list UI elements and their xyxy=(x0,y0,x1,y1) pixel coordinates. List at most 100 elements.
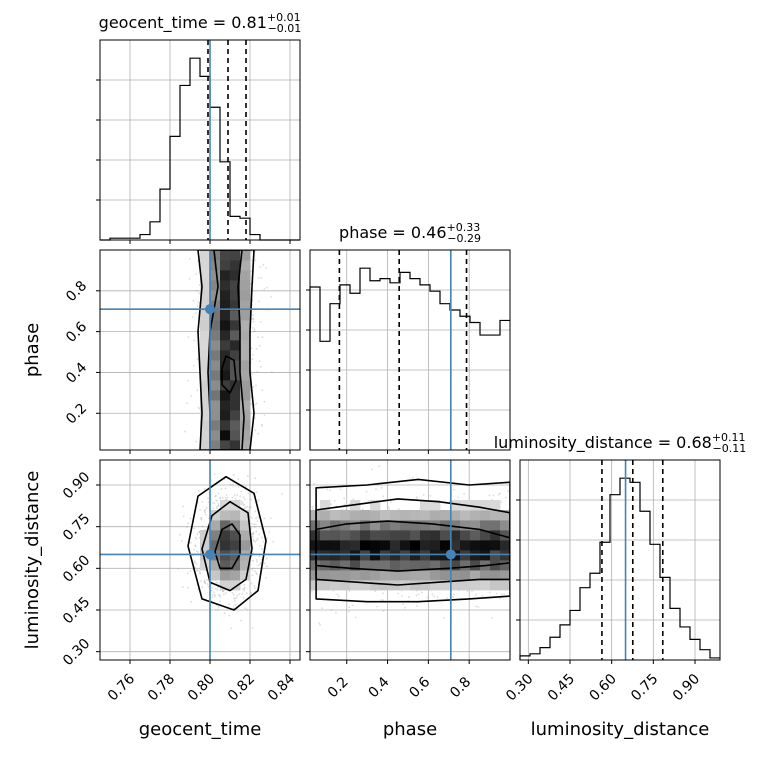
sample-point xyxy=(259,321,262,323)
sample-point xyxy=(251,532,254,535)
sample-point xyxy=(186,402,189,405)
sample-point xyxy=(195,562,198,565)
x-tick-label-luminosity_distance: 0.60 xyxy=(587,671,620,704)
sample-point xyxy=(256,520,259,522)
sample-point xyxy=(242,496,245,499)
sample-point xyxy=(328,489,331,492)
sample-point xyxy=(219,600,221,603)
density-cell xyxy=(240,440,251,450)
sample-point xyxy=(404,606,406,609)
panel-frame xyxy=(99,39,301,241)
density-cell xyxy=(220,350,231,361)
sample-point xyxy=(258,533,261,536)
sample-point xyxy=(242,588,245,590)
sample-point xyxy=(231,591,234,594)
density-cell xyxy=(450,570,461,581)
density-cell xyxy=(240,400,251,411)
density-cell xyxy=(340,580,351,591)
density-cell xyxy=(310,520,321,531)
density-cell xyxy=(330,530,341,541)
density-cell xyxy=(420,520,431,531)
density-cell xyxy=(390,570,401,581)
x-tick-label-phase: 0.8 xyxy=(447,674,474,701)
density-cell xyxy=(240,280,251,291)
density-cell xyxy=(230,410,241,421)
contour-1 xyxy=(201,500,253,592)
panel-frame xyxy=(519,459,721,661)
sample-point xyxy=(252,353,254,356)
sample-point xyxy=(477,605,480,608)
density-cell xyxy=(310,560,321,571)
density-cell xyxy=(370,540,381,551)
sample-point xyxy=(263,287,266,290)
density-cell xyxy=(230,390,241,401)
sample-point xyxy=(180,540,183,542)
grid xyxy=(310,250,510,450)
sample-point xyxy=(190,600,193,603)
sample-point xyxy=(265,576,267,579)
x-tick-label-geocent_time: 0.76 xyxy=(105,671,138,704)
density-cell xyxy=(200,410,211,421)
sample-point xyxy=(252,314,254,317)
sample-point xyxy=(254,523,257,526)
density-cell xyxy=(400,570,411,581)
density-cell xyxy=(240,310,251,321)
sample-point xyxy=(348,610,351,613)
sample-point xyxy=(427,595,430,598)
sample-point xyxy=(252,539,255,542)
density-cell xyxy=(200,440,211,450)
density-cell xyxy=(390,530,401,541)
density-cell xyxy=(340,520,351,531)
sample-point xyxy=(187,522,190,525)
sample-point xyxy=(371,468,374,471)
sample-point xyxy=(250,373,253,375)
sample-point xyxy=(210,589,213,592)
density-cell xyxy=(360,530,371,541)
density-cell xyxy=(450,560,461,571)
density-cell xyxy=(240,290,251,301)
sample-point xyxy=(231,496,234,499)
density-cell xyxy=(210,390,221,401)
density-cell xyxy=(220,510,231,521)
y-tick-label-luminosity_distance: 0.75 xyxy=(60,511,93,544)
sample-point xyxy=(475,605,477,608)
sample-point xyxy=(255,491,258,494)
sample-point xyxy=(252,523,255,526)
sample-point xyxy=(179,533,181,536)
sample-point xyxy=(225,494,228,496)
density-cell xyxy=(440,540,451,551)
density-cell xyxy=(230,280,241,291)
sample-point xyxy=(261,536,263,539)
sample-point xyxy=(204,511,206,514)
sample-point xyxy=(389,501,392,503)
sample-point xyxy=(198,572,201,575)
x-tick-label-geocent_time: 0.82 xyxy=(225,671,258,704)
density-cell xyxy=(220,370,231,381)
sample-point xyxy=(226,496,228,499)
density-cell xyxy=(400,510,411,521)
sample-point xyxy=(252,531,255,534)
sample-point xyxy=(260,276,262,279)
density-cell xyxy=(350,560,361,571)
density-cell xyxy=(210,510,221,521)
sample-point xyxy=(223,593,225,596)
sample-point xyxy=(216,586,219,589)
density-cell xyxy=(230,260,241,271)
sample-point xyxy=(196,569,198,572)
sample-point xyxy=(197,551,199,553)
density-cell xyxy=(210,270,221,281)
density-cell xyxy=(230,330,241,341)
sample-point xyxy=(313,483,316,485)
density-cell xyxy=(210,340,221,351)
sample-point xyxy=(212,507,215,510)
sample-point xyxy=(252,320,255,323)
sample-point xyxy=(426,597,429,600)
density-cell xyxy=(440,580,451,591)
density-cell xyxy=(220,310,231,321)
sample-point xyxy=(177,567,179,570)
sample-point xyxy=(457,496,459,499)
sample-point xyxy=(239,495,242,498)
density-cell xyxy=(230,250,241,261)
sample-point xyxy=(247,492,250,495)
